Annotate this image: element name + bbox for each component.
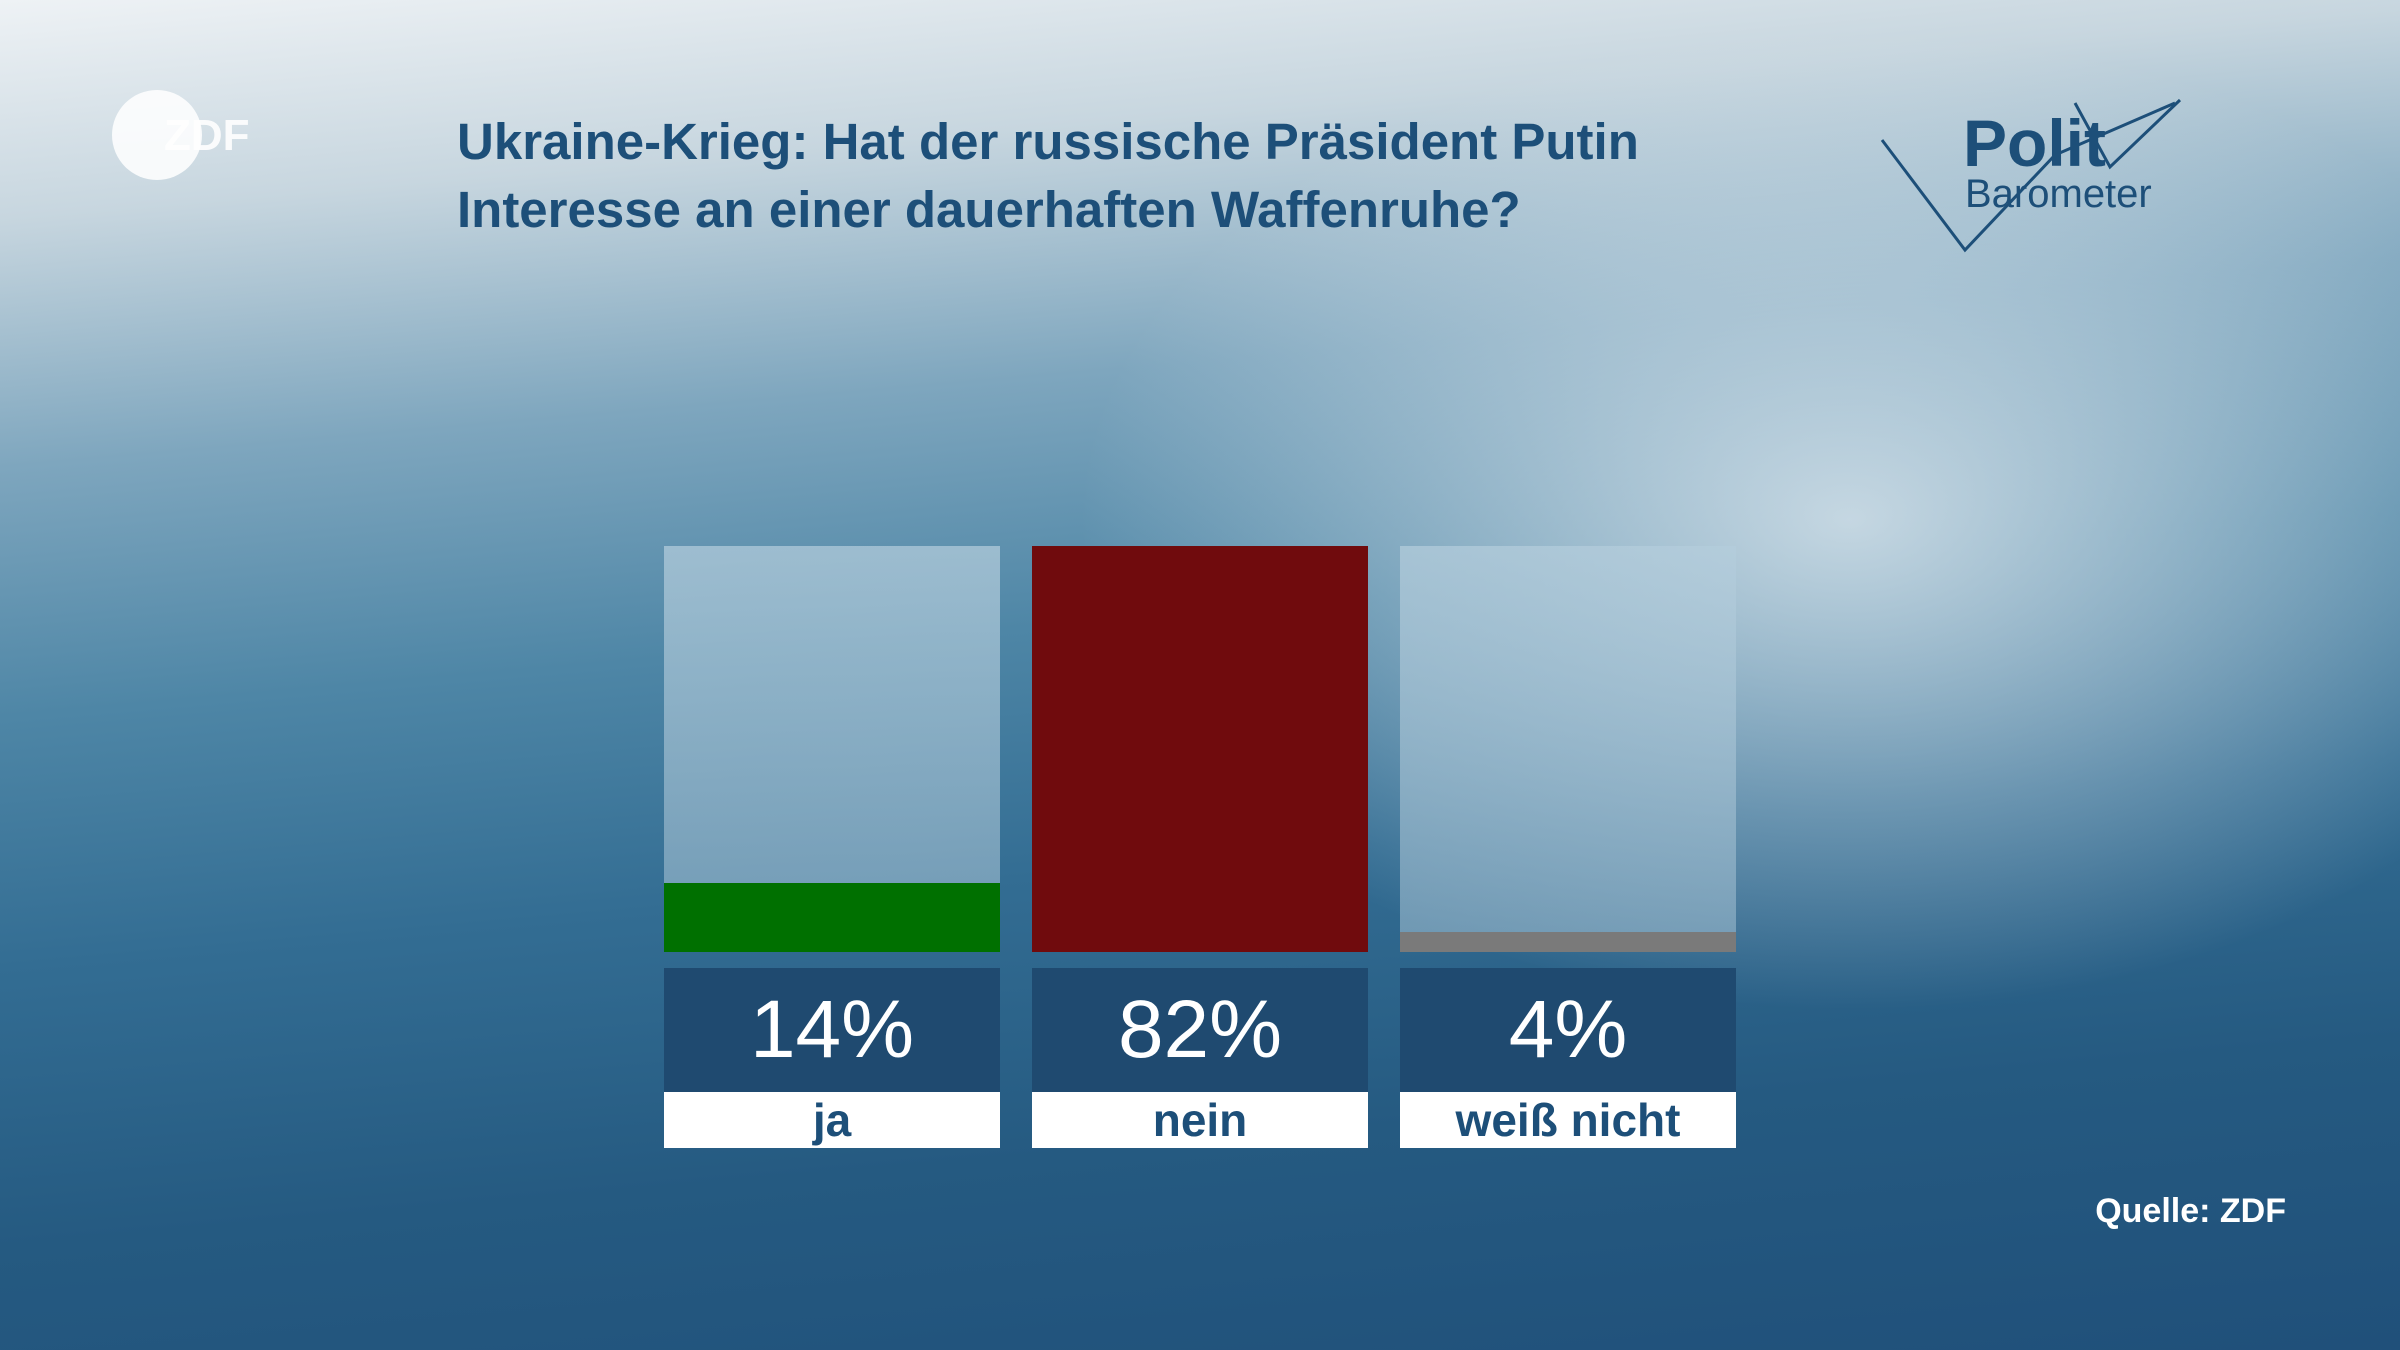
politbarometer-word-barometer: Barometer	[1965, 172, 2152, 216]
value-label-ja: 14%	[664, 968, 1000, 1092]
chart-title-line-1: Ukraine-Krieg: Hat der russische Präside…	[457, 113, 1639, 170]
bar-track-wei-nicht	[1400, 546, 1736, 952]
value-label-wei-nicht: 4%	[1400, 968, 1736, 1092]
chart-title-line-2: Interesse an einer dauerhaften Waffenruh…	[457, 181, 1521, 238]
politbarometer-word-polit: Polit	[1963, 106, 2106, 180]
source-note: Quelle: ZDF	[2095, 1192, 2286, 1230]
bar-group-wei-nicht: 4% weiß nicht	[1400, 546, 1736, 1148]
bar-nein	[1032, 546, 1368, 952]
category-label-nein: nein	[1032, 1092, 1368, 1148]
chart-title: Ukraine-Krieg: Hat der russische Präside…	[457, 108, 1857, 244]
bar-group-ja: 14% ja	[664, 546, 1000, 1148]
zdf-logo-icon: ZDF	[112, 90, 250, 180]
politbarometer-zigzag-icon	[1880, 98, 2182, 253]
category-label-wei-nicht: weiß nicht	[1400, 1092, 1736, 1148]
bar-group-nein: 82% nein	[1032, 546, 1368, 1148]
bar-wei-nicht	[1400, 932, 1736, 952]
zdf-logo-text: ZDF	[164, 111, 250, 160]
bar-ja	[664, 883, 1000, 952]
value-label-nein: 82%	[1032, 968, 1368, 1092]
category-label-ja: ja	[664, 1092, 1000, 1148]
